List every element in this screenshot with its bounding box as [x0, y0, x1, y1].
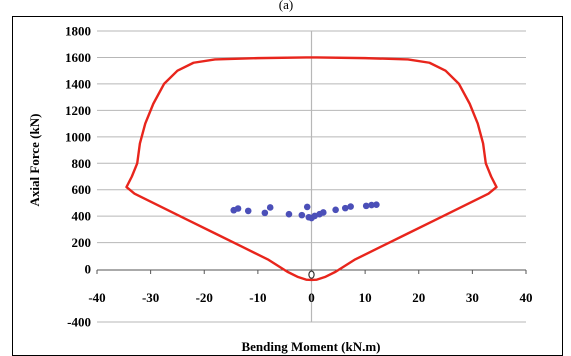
data-point — [362, 202, 370, 210]
y-tick-label: 200 — [72, 235, 92, 250]
data-point — [298, 211, 306, 219]
y-tick-label: 400 — [72, 209, 92, 224]
x-tick-label: 40 — [520, 290, 533, 305]
data-point — [368, 201, 375, 209]
x-tick-label: -30 — [142, 290, 159, 305]
x-tick-label: -40 — [88, 290, 105, 305]
envelope-curve-group — [125, 56, 498, 282]
envelope-curve — [125, 56, 498, 282]
data-point — [347, 203, 354, 210]
x-tick-label: 30 — [466, 290, 479, 305]
y-tick-label: 1800 — [65, 24, 91, 39]
data-point — [285, 210, 293, 218]
y-tick-label: 1200 — [65, 103, 91, 118]
data-point — [261, 209, 269, 217]
x-tick-label: -10 — [249, 290, 266, 305]
data-point — [234, 205, 242, 212]
data-point — [373, 201, 380, 208]
x-tick-label: 0 — [308, 290, 315, 305]
x-tick-label: 10 — [359, 290, 372, 305]
y-tick-label: 1400 — [65, 76, 91, 91]
data-point — [244, 207, 252, 215]
x-tick-label: 20 — [412, 290, 425, 305]
tick-labels: -400020040060080010001200140016001800-40… — [65, 24, 533, 330]
y-tick-label: 1000 — [65, 129, 91, 144]
open-marker-point — [308, 270, 315, 279]
x-axis-title: Bending Moment (kN.m) — [241, 339, 380, 354]
panel-label: (a) — [279, 0, 293, 12]
data-point — [319, 209, 327, 216]
y-tick-label: 800 — [72, 156, 92, 171]
y-axis-title: Axial Force (kN) — [27, 114, 42, 207]
data-point — [332, 206, 339, 214]
y-tick-label: 0 — [85, 262, 92, 277]
data-point — [266, 204, 274, 211]
y-tick-label: 1600 — [65, 50, 91, 65]
data-points-group — [230, 201, 380, 279]
data-point — [303, 203, 311, 211]
y-tick-label: 600 — [72, 182, 92, 197]
y-tick-label: -400 — [67, 315, 91, 330]
x-tick-label: -20 — [196, 290, 213, 305]
data-point — [341, 204, 349, 212]
